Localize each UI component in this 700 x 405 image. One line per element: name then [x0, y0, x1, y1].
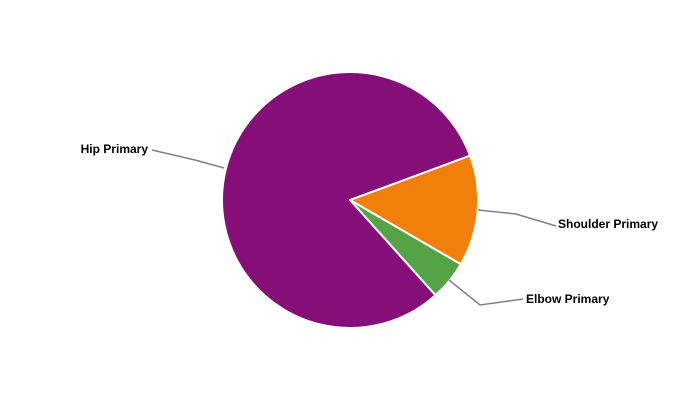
leader-line-hip: [151, 149, 225, 169]
label-shoulder-primary: Shoulder Primary: [558, 217, 658, 231]
leader-line-shoulder: [477, 209, 557, 227]
pie-slice-shoulder-primary: [349, 154, 479, 266]
leader-line-elbow: [448, 279, 524, 306]
pie-slice-hip-primary: [221, 71, 472, 329]
label-elbow-primary: Elbow Primary: [526, 292, 610, 306]
label-hip-primary: Hip Primary: [81, 142, 149, 156]
